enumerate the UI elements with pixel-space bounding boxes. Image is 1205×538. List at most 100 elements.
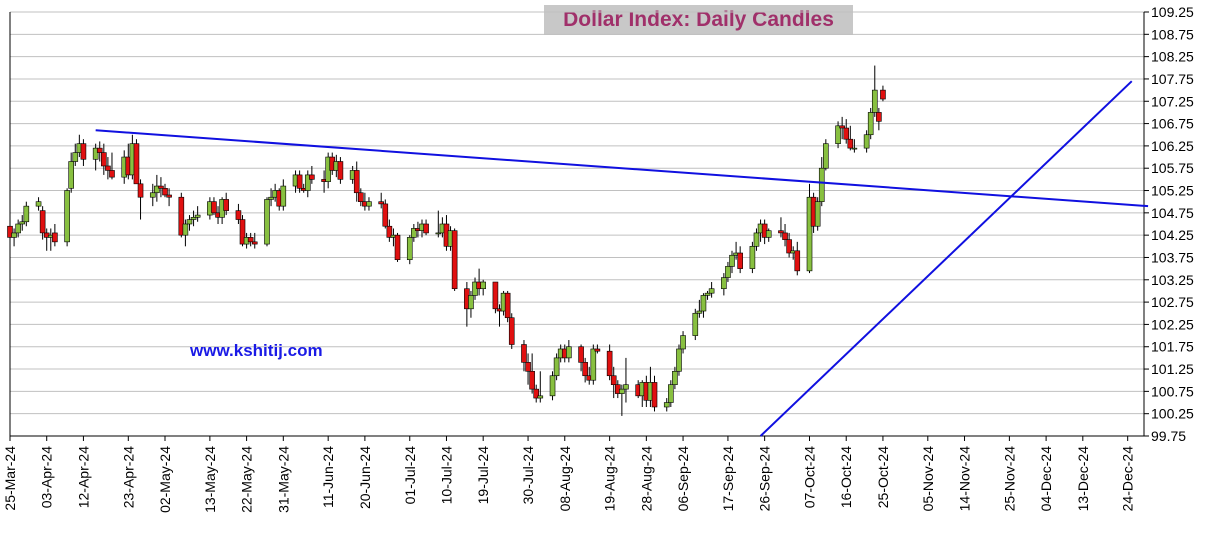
candle-body	[154, 185, 160, 194]
candle-body	[525, 362, 531, 372]
y-tick-label: 107.75	[1151, 71, 1194, 87]
x-axis-ticks: 25-Mar-24 03-Apr-24 12-Apr-24 23-Apr-24 02-M…	[2, 436, 1136, 513]
candle-body	[211, 201, 217, 214]
x-tick-label: 14-Nov-24	[957, 446, 973, 512]
candle-body	[880, 89, 886, 100]
y-tick-label: 104.25	[1151, 227, 1194, 243]
candle-body	[480, 281, 486, 290]
x-tick-label: 06-Sep-24	[675, 446, 691, 512]
x-tick-label: 13-May-24	[202, 446, 218, 513]
chart-title-background	[544, 5, 853, 35]
candle-body	[11, 232, 17, 238]
candle-body	[823, 143, 829, 169]
candle-body	[296, 174, 303, 189]
y-tick-label: 108.75	[1151, 26, 1194, 42]
y-tick-label: 108.25	[1151, 49, 1194, 65]
y-axis-ticks: 99.75 100.25 100.75 101.25 101.75 102.25 102.7…	[1144, 4, 1194, 444]
candle-body	[39, 210, 46, 234]
candle-body	[178, 196, 185, 236]
candle-body	[162, 187, 168, 196]
candle-body	[725, 266, 731, 278]
candle-body	[651, 382, 658, 408]
candle-body	[92, 147, 99, 160]
candle-body	[80, 143, 87, 160]
x-tick-label: 31-May-24	[275, 446, 291, 513]
y-tick-label: 107.25	[1151, 93, 1194, 109]
x-tick-label: 08-Aug-24	[557, 446, 573, 512]
candle-body	[704, 292, 711, 296]
candle-body	[843, 127, 850, 140]
y-tick-label: 100.25	[1151, 406, 1194, 422]
candle-body	[566, 346, 572, 359]
candle-body	[235, 210, 242, 220]
x-tick-label: 12-Apr-24	[75, 446, 91, 508]
candle-body	[863, 134, 870, 149]
candle-body	[492, 281, 499, 310]
candle-body	[72, 152, 79, 162]
candle-body	[105, 165, 111, 171]
candle-body	[247, 237, 254, 243]
candle-body	[753, 232, 760, 247]
x-tick-label: 13-Dec-24	[1075, 446, 1091, 512]
candle-body	[239, 219, 246, 245]
x-tick-label: 11-Jun-24	[320, 446, 336, 508]
x-tick-label: 19-Aug-24	[602, 446, 618, 512]
x-tick-label: 25-Oct-24	[875, 446, 891, 508]
candle-body	[578, 346, 584, 363]
y-tick-label: 100.75	[1151, 383, 1194, 399]
candle-body	[280, 185, 287, 207]
candle-body	[7, 225, 13, 238]
candle-body	[68, 161, 74, 189]
candle-body	[663, 402, 670, 408]
candle-body	[406, 237, 413, 261]
x-tick-label: 22-May-24	[239, 446, 255, 513]
x-tick-label: 25-Nov-24	[1001, 446, 1017, 512]
trendline	[95, 129, 1149, 208]
trendlines	[95, 80, 1149, 437]
candle-body	[521, 344, 527, 363]
candle-body	[553, 357, 560, 377]
candle-body	[721, 277, 727, 290]
candle-body	[839, 125, 845, 129]
candle-body	[504, 292, 511, 319]
candle-body	[529, 370, 535, 390]
y-tick-label: 102.25	[1151, 316, 1194, 332]
candle-body	[729, 254, 735, 267]
watermark: www.kshitij.com	[190, 341, 323, 360]
candle-body	[708, 288, 715, 294]
candle-body	[700, 295, 707, 312]
candle-body	[782, 232, 788, 240]
candle-body	[137, 183, 144, 198]
x-tick-label: 01-Jul-24	[402, 446, 418, 505]
candle-body	[468, 295, 474, 310]
candle-body	[166, 194, 172, 198]
candle-body	[549, 375, 556, 397]
y-tick-label: 106.75	[1151, 116, 1194, 132]
x-tick-label: 26-Sep-24	[757, 446, 773, 512]
candle-body	[149, 192, 156, 198]
candle-body	[533, 388, 540, 399]
candle-body	[382, 203, 389, 227]
candle-body	[337, 161, 344, 180]
candle-body	[582, 362, 588, 377]
candle-body	[264, 199, 270, 245]
y-tick-label: 101.75	[1151, 339, 1194, 355]
candle-body	[96, 147, 103, 153]
candle-body	[19, 221, 26, 225]
x-tick-label: 19-Jul-24	[475, 446, 491, 505]
candle-body	[590, 348, 597, 381]
candle-body	[366, 201, 372, 207]
candle-body	[304, 174, 311, 191]
candle-body	[394, 234, 401, 261]
chart-title: Dollar Index: Daily Candles	[563, 8, 834, 31]
candle-body	[190, 217, 197, 220]
candle-body	[786, 239, 792, 254]
candle-body	[23, 205, 30, 223]
candle-body	[358, 192, 364, 202]
candle-body	[251, 241, 258, 245]
candle-body	[606, 350, 613, 377]
candle-body	[867, 112, 874, 136]
candle-body	[806, 196, 813, 272]
candle-body	[508, 317, 515, 345]
